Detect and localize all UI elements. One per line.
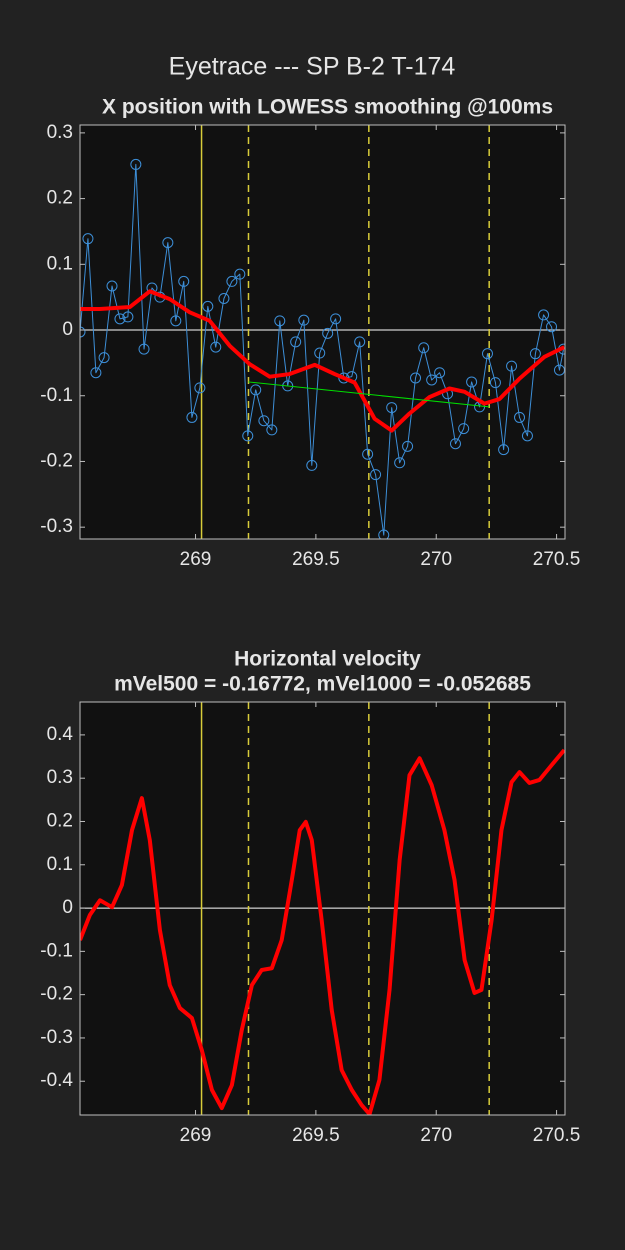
y-tick-label: 0 — [62, 897, 73, 918]
data-point — [386, 402, 398, 414]
data-point — [98, 352, 110, 364]
x-tick-label: 270.5 — [533, 1125, 581, 1146]
data-point — [138, 343, 150, 355]
chart-title: X position with LOWESS smoothing @100ms — [102, 96, 553, 119]
data-point — [498, 444, 510, 456]
data-point — [506, 360, 518, 372]
data-point — [306, 459, 318, 471]
x-tick-label: 270 — [420, 1125, 452, 1146]
data-point — [226, 275, 238, 287]
y-tick-label: -0.2 — [40, 984, 73, 1005]
data-point — [210, 341, 222, 353]
x-tick-label: 269.5 — [292, 549, 340, 570]
y-tick-label: 0.2 — [47, 188, 73, 209]
data-point — [521, 430, 533, 442]
y-tick-label: 0.1 — [47, 854, 73, 875]
data-point — [234, 268, 246, 280]
data-point — [410, 372, 422, 384]
y-tick-label: -0.3 — [40, 1027, 73, 1048]
chart-subtitle: mVel500 = -0.16772, mVel1000 = -0.052685 — [114, 673, 531, 696]
y-tick-label: 0.4 — [47, 724, 74, 745]
figure-title: Eyetrace --- SP B-2 T-174 — [169, 53, 456, 81]
data-point — [114, 313, 126, 325]
data-point — [258, 415, 270, 427]
data-point — [394, 457, 406, 469]
data-point — [314, 347, 326, 359]
data-point — [449, 438, 461, 450]
data-point — [434, 367, 446, 379]
x-tick-label: 269 — [180, 549, 212, 570]
data-point — [466, 376, 478, 388]
data-point — [250, 384, 262, 396]
data-point — [418, 342, 430, 354]
data-point — [489, 377, 501, 389]
y-tick-label: 0.3 — [47, 767, 73, 788]
y-tick-label: -0.1 — [40, 385, 73, 406]
y-tick-label: 0 — [62, 319, 73, 340]
data-point — [529, 348, 541, 360]
data-point — [290, 336, 302, 348]
x-tick-label: 269 — [180, 1125, 212, 1146]
data-point — [266, 424, 278, 436]
axes-box — [79, 124, 566, 540]
data-point — [378, 529, 390, 539]
plot — [80, 125, 565, 539]
data-point — [106, 280, 118, 292]
plot — [80, 702, 565, 1115]
data-point — [402, 440, 414, 452]
data-point — [370, 469, 382, 481]
data-point — [122, 311, 134, 323]
data-point — [322, 327, 334, 339]
series-line — [80, 289, 565, 433]
data-point — [242, 430, 254, 442]
chart-title: Horizontal velocity — [234, 648, 421, 671]
data-point — [170, 315, 182, 327]
data-point — [274, 315, 286, 327]
data-point — [130, 158, 142, 170]
data-point — [90, 367, 102, 379]
x-tick-label: 269.5 — [292, 1125, 340, 1146]
data-point — [178, 275, 190, 287]
y-tick-label: -0.2 — [40, 450, 73, 471]
y-tick-label: 0.2 — [47, 810, 73, 831]
y-tick-label: -0.3 — [40, 516, 73, 537]
data-point — [553, 364, 565, 376]
data-point — [362, 448, 374, 460]
data-point — [514, 411, 526, 423]
y-tick-label: 0.1 — [47, 253, 73, 274]
data-point — [538, 309, 550, 321]
data-point — [202, 300, 214, 312]
y-tick-label: 0.3 — [47, 122, 73, 143]
data-point — [186, 411, 198, 423]
data-point — [194, 382, 206, 394]
x-tick-label: 270.5 — [533, 549, 581, 570]
series-line — [80, 748, 565, 1115]
data-point — [546, 321, 558, 333]
data-point — [458, 423, 470, 435]
series-line — [80, 163, 565, 536]
data-point — [162, 237, 174, 249]
y-tick-label: -0.4 — [40, 1070, 73, 1091]
series-line — [248, 381, 490, 408]
data-point — [330, 313, 342, 325]
data-point — [218, 292, 230, 304]
data-point — [82, 233, 94, 245]
data-point — [426, 374, 438, 386]
y-tick-label: -0.1 — [40, 940, 73, 961]
x-tick-label: 270 — [420, 549, 452, 570]
data-point — [354, 336, 366, 348]
data-point — [298, 314, 310, 326]
data-point — [80, 326, 86, 338]
data-point — [481, 348, 493, 360]
